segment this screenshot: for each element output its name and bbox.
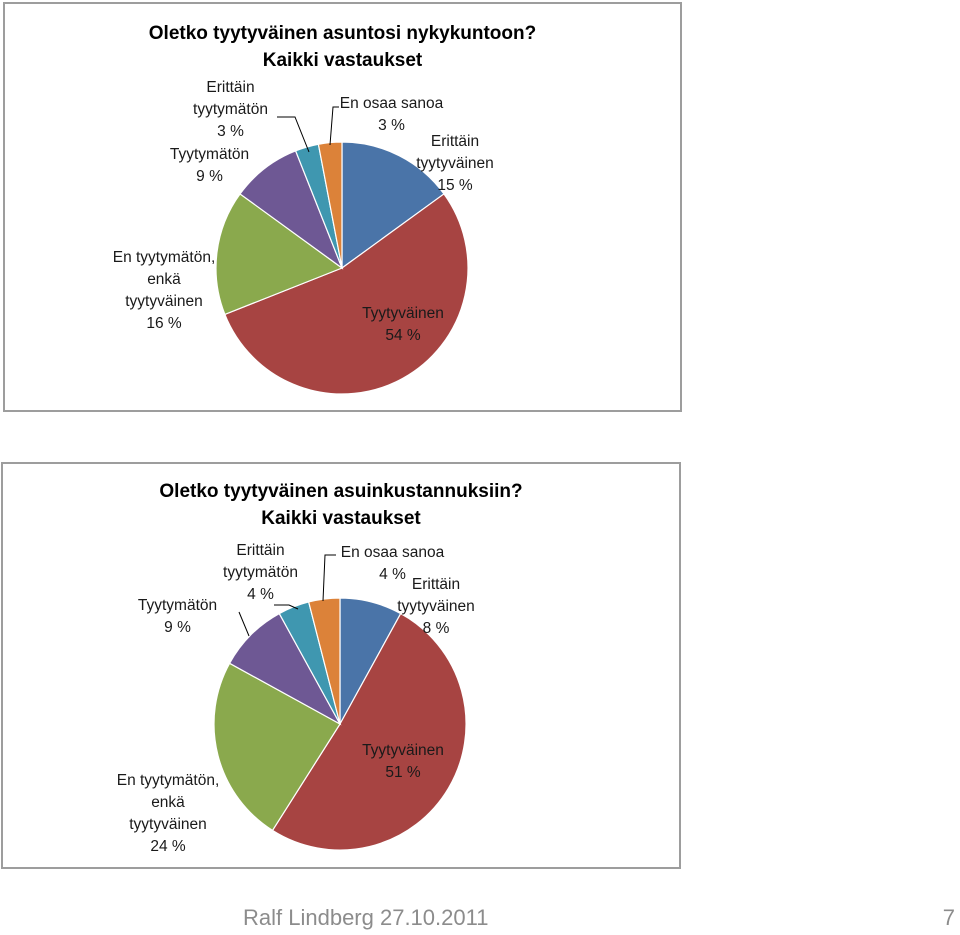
leader-line-erittain-tyytymaton <box>274 604 299 610</box>
pie-slice-en-tyytymaton-enka-tyytyvainen <box>215 193 344 316</box>
chart-title-line1: Oletko tyytyväinen asuinkustannuksiin? <box>159 481 523 502</box>
slice-label-erittain-tyytymaton: Erittäin tyytymätön 4 % <box>223 542 298 603</box>
slice-label-erittain-tyytyvainen: Erittäin tyytyväinen 8 % <box>397 576 475 637</box>
pie-slice-en-osaa-sanoa <box>307 597 341 725</box>
chart-subtitle: Kaikki vastaukset <box>262 50 423 71</box>
leader-line-erittain-tyytymaton <box>277 116 310 153</box>
leader-line-tyytymaton <box>238 611 250 637</box>
slice-label-tyytymaton: Tyytymätön 9 % <box>169 146 250 185</box>
chart-subtitle: Kaikki vastaukset <box>261 508 421 529</box>
page-number: 7 <box>942 905 955 930</box>
pie-chart-housing-costs: Oletko tyytyväinen asuinkustannuksiin? K… <box>1 462 681 869</box>
pie-plot <box>213 554 467 851</box>
chart-title-line1: Oletko tyytyväinen asuntosi nykykuntoon? <box>148 23 537 44</box>
slice-label-tyytyvainen: Tyytyväinen 51 % <box>362 742 444 781</box>
pie-plot <box>215 106 469 395</box>
slice-label-en-osaa-sanoa: En osaa sanoa 4 % <box>340 544 445 583</box>
slice-label-erittain-tyytymaton: Erittäin tyytymätön 3 % <box>193 79 268 140</box>
slice-label-tyytymaton: Tyytymätön 9 % <box>137 597 218 636</box>
pie-slice-tyytyvainen <box>224 193 469 395</box>
slice-label-en-osaa-sanoa: En osaa sanoa 3 % <box>339 95 444 134</box>
slice-label-erittain-tyytyvainen: Erittäin tyytyväinen 15 % <box>416 133 494 194</box>
slice-label-en-tyytymaton-enka-tyytyvainen: En tyytymätön, enkä tyytyväinen 24 % <box>116 772 220 855</box>
pie-slice-en-tyytymaton-enka-tyytyvainen <box>213 662 341 832</box>
pie-slice-tyytyvainen <box>271 612 467 851</box>
slice-label-en-tyytymaton-enka-tyytyvainen: En tyytymätön, enkä tyytyväinen 16 % <box>112 249 216 332</box>
chart-title: Oletko tyytyväinen asuntosi nykykuntoon?… <box>5 20 680 74</box>
pie-slice-erittain-tyytyvainen <box>341 141 445 270</box>
leader-line-en-osaa-sanoa <box>329 106 339 146</box>
leader-line-en-osaa-sanoa <box>322 554 336 602</box>
slice-label-tyytyvainen: Tyytyväinen 54 % <box>362 305 444 344</box>
chart-title: Oletko tyytyväinen asuinkustannuksiin? K… <box>3 478 679 532</box>
pie-chart-apartment-condition: Oletko tyytyväinen asuntosi nykykuntoon?… <box>3 2 682 412</box>
footer-author-date: Ralf Lindberg 27.10.2011 <box>243 905 489 930</box>
